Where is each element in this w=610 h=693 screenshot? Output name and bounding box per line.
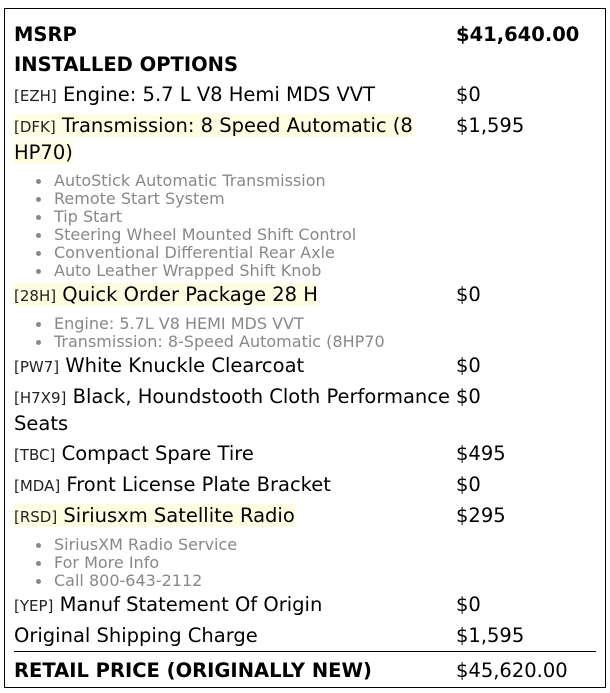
option-text: [PW7] White Knuckle Clearcoat xyxy=(14,354,304,377)
option-name: Black, Houndstooth Cloth Performance Sea… xyxy=(14,385,451,435)
option-code: [MDA] xyxy=(14,477,61,495)
option-code: [28H] xyxy=(14,287,57,305)
option-description: [PW7] White Knuckle Clearcoat xyxy=(14,353,456,380)
option-price: $0 xyxy=(456,354,481,377)
option-text: [YEP] Manuf Statement Of Origin xyxy=(14,593,322,616)
option-code: [RSD] xyxy=(14,508,58,526)
option-description: [RSD] Siriusxm Satellite Radio xyxy=(14,503,456,530)
option-code: [H7X9] xyxy=(14,389,67,407)
option-text: [28H] Quick Order Package 28 H xyxy=(14,283,318,306)
option-description: [TBC] Compact Spare Tire xyxy=(14,441,456,468)
feature-item: Call 800-643-2112 xyxy=(36,572,596,590)
msrp-label: MSRP xyxy=(14,23,77,46)
option-name: Quick Order Package 28 H xyxy=(62,283,318,306)
option-row: [H7X9] Black, Houndstooth Cloth Performa… xyxy=(14,382,596,439)
option-code: [PW7] xyxy=(14,358,60,376)
feature-item: Steering Wheel Mounted Shift Control xyxy=(36,226,596,244)
option-text: [EZH] Engine: 5.7 L V8 Hemi MDS VVT xyxy=(14,83,375,106)
feature-item: Remote Start System xyxy=(36,190,596,208)
shipping-label: Original Shipping Charge xyxy=(14,624,258,647)
option-row: [MDA] Front License Plate Bracket $0 xyxy=(14,470,596,501)
option-description: [YEP] Manuf Statement Of Origin xyxy=(14,592,456,619)
option-description: [MDA] Front License Plate Bracket xyxy=(14,472,456,499)
option-name: Transmission: 8 Speed Automatic (8 HP70) xyxy=(14,114,413,164)
option-description: [H7X9] Black, Houndstooth Cloth Performa… xyxy=(14,384,456,437)
option-row: [RSD] Siriusxm Satellite Radio $295 xyxy=(14,501,596,532)
shipping-value: $1,595 xyxy=(456,624,525,647)
option-row: [DFK] Transmission: 8 Speed Automatic (8… xyxy=(14,111,596,168)
feature-item: Auto Leather Wrapped Shift Knob xyxy=(36,262,596,280)
option-row: [TBC] Compact Spare Tire $495 xyxy=(14,439,596,470)
option-features: AutoStick Automatic Transmission Remote S… xyxy=(14,168,596,280)
msrp-value: $41,640.00 xyxy=(456,23,580,46)
options-list: [EZH] Engine: 5.7 L V8 Hemi MDS VVT $0 [… xyxy=(14,80,596,621)
option-row: [PW7] White Knuckle Clearcoat $0 xyxy=(14,351,596,382)
option-name: Engine: 5.7 L V8 Hemi MDS VVT xyxy=(62,83,376,106)
option-row: [YEP] Manuf Statement Of Origin $0 xyxy=(14,590,596,621)
option-features: SiriusXM Radio Service For More Info Call … xyxy=(14,532,596,590)
option-price: $0 xyxy=(456,385,481,408)
option-price: $0 xyxy=(456,83,481,106)
feature-item: Transmission: 8-Speed Automatic (8HP70 xyxy=(36,333,596,351)
installed-options-heading-row: INSTALLED OPTIONS xyxy=(14,50,596,80)
retail-price-row: RETAIL PRICE (ORIGINALLY NEW) $45,620.00 xyxy=(14,651,596,686)
option-text: [DFK] Transmission: 8 Speed Automatic (8… xyxy=(14,114,413,164)
option-name: Compact Spare Tire xyxy=(61,442,254,465)
option-code: [EZH] xyxy=(14,87,57,105)
option-code: [TBC] xyxy=(14,446,56,464)
option-text: [TBC] Compact Spare Tire xyxy=(14,442,254,465)
feature-item: AutoStick Automatic Transmission xyxy=(36,172,596,190)
feature-item: Tip Start xyxy=(36,208,596,226)
option-name: White Knuckle Clearcoat xyxy=(65,354,305,377)
option-name: Siriusxm Satellite Radio xyxy=(63,504,295,527)
msrp-row: MSRP $41,640.00 xyxy=(14,20,596,50)
window-sticker: MSRP $41,640.00 INSTALLED OPTIONS [EZH] … xyxy=(4,8,606,688)
option-price: $295 xyxy=(456,504,506,527)
feature-item: SiriusXM Radio Service xyxy=(36,536,596,554)
option-text: [MDA] Front License Plate Bracket xyxy=(14,473,331,496)
option-description: [DFK] Transmission: 8 Speed Automatic (8… xyxy=(14,113,456,166)
shipping-row: Original Shipping Charge $1,595 xyxy=(14,621,596,651)
option-name: Manuf Statement Of Origin xyxy=(59,593,323,616)
option-text: [RSD] Siriusxm Satellite Radio xyxy=(14,504,295,527)
option-price: $0 xyxy=(456,593,481,616)
installed-options-heading: INSTALLED OPTIONS xyxy=(14,53,239,76)
option-price: $1,595 xyxy=(456,114,525,137)
option-price: $0 xyxy=(456,473,481,496)
option-code: [YEP] xyxy=(14,597,54,615)
option-price: $495 xyxy=(456,442,506,465)
retail-price-label: RETAIL PRICE (ORIGINALLY NEW) xyxy=(14,659,372,682)
option-description: [28H] Quick Order Package 28 H xyxy=(14,282,456,309)
feature-item: Conventional Differential Rear Axle xyxy=(36,244,596,262)
option-text: [H7X9] Black, Houndstooth Cloth Performa… xyxy=(14,385,450,435)
feature-item: For More Info xyxy=(36,554,596,572)
feature-item: Engine: 5.7L V8 HEMI MDS VVT xyxy=(36,315,596,333)
option-price: $0 xyxy=(456,283,481,306)
option-description: [EZH] Engine: 5.7 L V8 Hemi MDS VVT xyxy=(14,82,456,109)
option-features: Engine: 5.7L V8 HEMI MDS VVT Transmission… xyxy=(14,311,596,351)
option-code: [DFK] xyxy=(14,118,56,136)
option-name: Front License Plate Bracket xyxy=(66,473,331,496)
option-row: [EZH] Engine: 5.7 L V8 Hemi MDS VVT $0 xyxy=(14,80,596,111)
option-row: [28H] Quick Order Package 28 H $0 xyxy=(14,280,596,311)
retail-price-value: $45,620.00 xyxy=(456,659,568,682)
